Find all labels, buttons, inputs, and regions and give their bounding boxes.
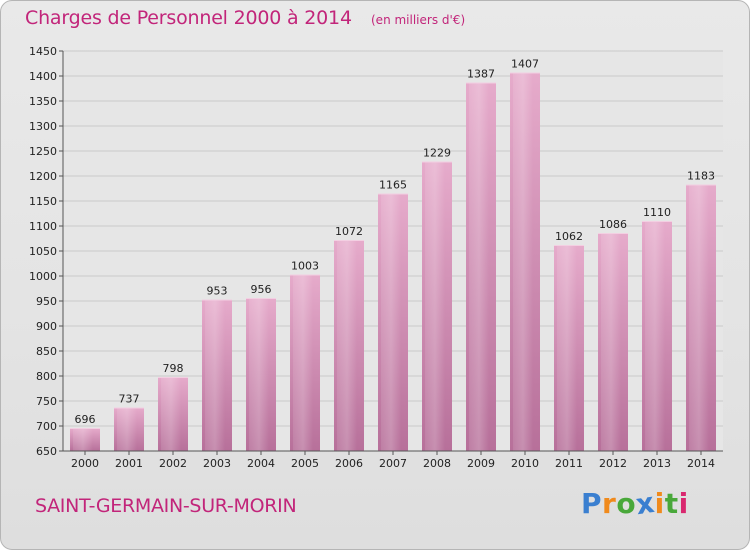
y-tick-label: 1100 bbox=[29, 220, 57, 233]
bar-value-label: 1183 bbox=[687, 170, 715, 183]
bar-highlight bbox=[689, 184, 709, 451]
y-tick-label: 1300 bbox=[29, 120, 57, 133]
chart-subtitle: (en milliers d'€) bbox=[371, 13, 466, 27]
bar-highlight bbox=[469, 82, 489, 451]
bar-value-label: 1229 bbox=[423, 147, 451, 160]
x-tick-label: 2014 bbox=[687, 457, 715, 470]
y-tick-label: 900 bbox=[36, 320, 57, 333]
bar-value-label: 1072 bbox=[335, 225, 363, 238]
y-tick-label: 650 bbox=[36, 445, 57, 458]
x-tick-label: 2003 bbox=[203, 457, 231, 470]
bar-highlight bbox=[557, 245, 577, 451]
x-tick-label: 2000 bbox=[71, 457, 99, 470]
x-tick-label: 2011 bbox=[555, 457, 583, 470]
bar-highlight bbox=[73, 428, 93, 451]
bar-value-label: 1086 bbox=[599, 218, 627, 231]
y-tick-label: 1050 bbox=[29, 245, 57, 258]
y-tick-label: 1000 bbox=[29, 270, 57, 283]
x-tick-label: 2006 bbox=[335, 457, 363, 470]
bar-layer bbox=[70, 72, 716, 451]
bar-highlight bbox=[117, 407, 137, 451]
logo-letter: P bbox=[581, 487, 603, 520]
logo-letter: t bbox=[664, 487, 679, 520]
x-tick-label: 2001 bbox=[115, 457, 143, 470]
bar-highlight bbox=[161, 377, 181, 451]
x-tick-label: 2009 bbox=[467, 457, 495, 470]
logo-letter: r bbox=[602, 487, 617, 520]
bar-highlight bbox=[293, 274, 313, 451]
commune-name: SAINT-GERMAIN-SUR-MORIN bbox=[35, 495, 297, 517]
bar-value-label: 737 bbox=[119, 393, 140, 406]
bar-value-label: 1407 bbox=[511, 58, 539, 71]
bar-highlight bbox=[205, 299, 225, 451]
y-tick-label: 800 bbox=[36, 370, 57, 383]
y-tick-label: 1250 bbox=[29, 145, 57, 158]
bar-value-label: 696 bbox=[75, 413, 96, 426]
axis-layer: 650 700 750 800 850 900 950 1000 1050 1100 1150 120… bbox=[29, 45, 723, 470]
bar-highlight bbox=[601, 233, 621, 451]
chart-title: Charges de Personnel 2000 à 2014 bbox=[25, 7, 352, 29]
bar-value-label: 798 bbox=[163, 362, 184, 375]
bar-value-label: 1165 bbox=[379, 179, 407, 192]
logo-letter: i bbox=[654, 487, 665, 520]
x-tick-label: 2007 bbox=[379, 457, 407, 470]
x-tick-label: 2002 bbox=[159, 457, 187, 470]
x-tick-label: 2012 bbox=[599, 457, 627, 470]
y-tick-label: 850 bbox=[36, 345, 57, 358]
x-tick-label: 2004 bbox=[247, 457, 275, 470]
x-tick-label: 2008 bbox=[423, 457, 451, 470]
x-tick-label: 2013 bbox=[643, 457, 671, 470]
y-tick-label: 1450 bbox=[29, 45, 57, 58]
y-tick-label: 1350 bbox=[29, 95, 57, 108]
x-tick-label: 2010 bbox=[511, 457, 539, 470]
y-tick-label: 1150 bbox=[29, 195, 57, 208]
bar-value-label: 1062 bbox=[555, 230, 583, 243]
bar-value-label: 1110 bbox=[643, 206, 671, 219]
y-tick-label: 750 bbox=[36, 395, 57, 408]
logo-letter: x bbox=[633, 485, 657, 522]
bar-value-label: 956 bbox=[251, 283, 272, 296]
bar-highlight bbox=[337, 240, 357, 451]
y-tick-label: 700 bbox=[36, 420, 57, 433]
y-tick-label: 1200 bbox=[29, 170, 57, 183]
bar-highlight bbox=[513, 72, 533, 451]
bar-highlight bbox=[645, 221, 665, 451]
logo-letter: o bbox=[616, 487, 637, 520]
logo-letter: i bbox=[678, 487, 689, 520]
bar-value-label: 953 bbox=[207, 285, 228, 298]
y-tick-label: 1400 bbox=[29, 70, 57, 83]
bar-value-label: 1387 bbox=[467, 68, 495, 81]
x-tick-label: 2005 bbox=[291, 457, 319, 470]
bar-highlight bbox=[381, 193, 401, 451]
y-tick-label: 950 bbox=[36, 295, 57, 308]
bar-value-label: 1003 bbox=[291, 260, 319, 273]
proxiti-logo: Proxiti bbox=[581, 485, 689, 522]
bar-highlight bbox=[249, 298, 269, 451]
bar-highlight bbox=[425, 161, 445, 451]
